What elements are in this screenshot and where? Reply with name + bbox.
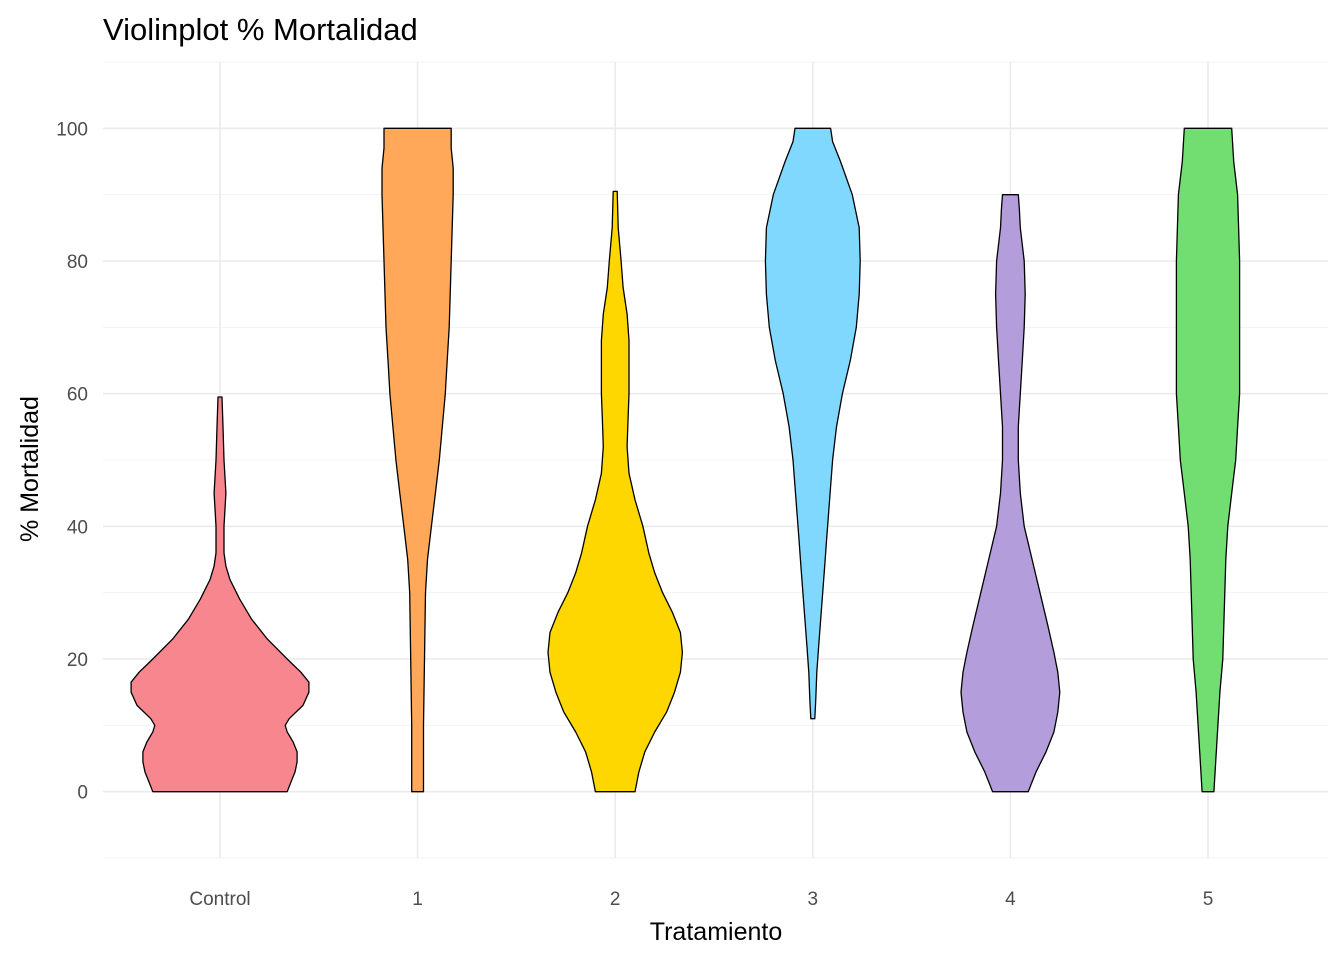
- y-axis-title: % Mortalidad: [16, 396, 44, 542]
- x-axis-title: Tratamiento: [650, 918, 782, 946]
- x-axis-ticks: Control 1 2 3 4 5: [189, 889, 1213, 910]
- x-tick-label: Control: [189, 889, 250, 910]
- y-tick-label: 100: [56, 119, 88, 140]
- violin-control: [130, 396, 310, 793]
- violin-3: [764, 127, 861, 720]
- y-tick-label: 20: [67, 650, 88, 671]
- y-axis-ticks: 0 20 40 60 80 100: [56, 119, 88, 803]
- x-tick-label: 5: [1203, 889, 1214, 910]
- violin-2: [547, 190, 684, 793]
- x-tick-label: 2: [610, 889, 621, 910]
- y-tick-label: 80: [67, 252, 88, 273]
- x-tick-label: 1: [412, 889, 423, 910]
- x-tick-label: 3: [808, 889, 819, 910]
- chart-title: Violinplot % Mortalidad: [103, 12, 418, 47]
- violin-1: [381, 127, 454, 793]
- y-tick-label: 40: [67, 517, 88, 538]
- y-tick-label: 0: [77, 783, 88, 804]
- violin-5: [1175, 127, 1241, 793]
- x-tick-label: 4: [1005, 889, 1016, 910]
- y-tick-label: 60: [67, 385, 88, 406]
- violin-4: [960, 194, 1061, 793]
- violins: [130, 127, 1241, 793]
